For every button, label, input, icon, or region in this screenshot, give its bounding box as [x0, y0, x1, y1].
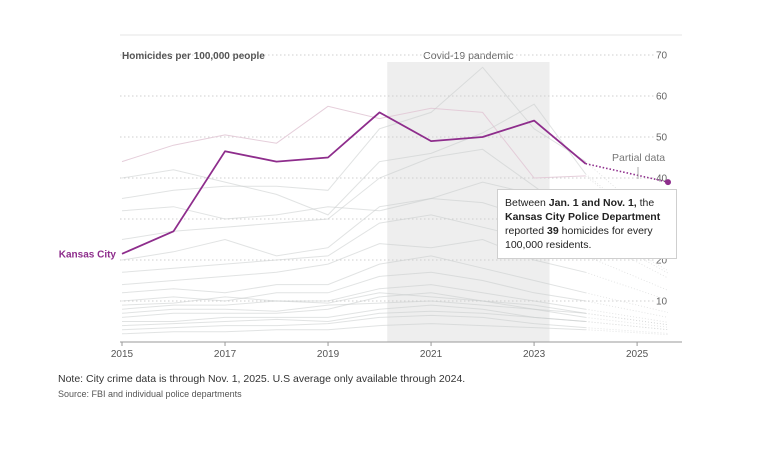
partial-data-label: Partial data	[612, 152, 665, 164]
background-city-partial	[585, 300, 669, 318]
covid-label: Covid-19 pandemic	[423, 50, 513, 62]
background-city-line	[121, 292, 586, 318]
kansas-city-end-point	[665, 179, 671, 186]
chart-labels: Homicides per 100,000 people Kansas City P…	[59, 51, 666, 260]
background-city-partial	[585, 308, 669, 323]
kansas-city-series	[121, 111, 671, 255]
y-tick-label: 70	[656, 51, 668, 62]
x-tick-label: 2015	[111, 349, 134, 360]
background-city-partial	[585, 321, 669, 331]
background-city-line	[121, 66, 586, 199]
background-city-partial	[585, 292, 669, 313]
background-city-line	[121, 284, 586, 310]
background-city-line	[121, 105, 586, 179]
y-tick-label: 40	[656, 174, 668, 185]
background-city-partial	[585, 317, 669, 328]
y-tick-label: 20	[656, 256, 668, 267]
kansas-city-partial-line	[585, 162, 669, 183]
chart-source: Source: FBI and individual police depart…	[58, 389, 242, 399]
background-city-partial	[585, 329, 669, 336]
background-city-line	[121, 323, 586, 335]
annotation-count: 39	[547, 225, 559, 237]
annotation-text-3: reported	[505, 225, 548, 237]
annotation-date-range: Jan. 1 and Nov. 1,	[548, 197, 637, 209]
y-tick-label: 10	[656, 297, 668, 308]
kansas-city-line	[121, 111, 587, 255]
kansas-city-label: Kansas City	[59, 249, 117, 260]
background-city-line	[121, 271, 586, 302]
background-city-line	[121, 148, 586, 240]
x-tick-label: 2023	[523, 349, 546, 360]
chart-note: Note: City crime data is through Nov. 1,…	[58, 373, 466, 385]
background-city-partial	[585, 271, 669, 301]
background-city-line	[121, 255, 586, 294]
background-city-line	[121, 300, 586, 314]
x-tick-label: 2021	[420, 349, 443, 360]
y-axis-title: Homicides per 100,000 people	[122, 51, 265, 62]
kansas-city-annotation: Between Jan. 1 and Nov. 1, the Kansas Ci…	[497, 189, 677, 259]
x-axis: 2015 2017 2019 2021 2023 2025	[111, 341, 682, 360]
x-tick-label: 2025	[626, 349, 649, 360]
background-city-line	[121, 181, 586, 228]
background-city-line	[122, 304, 586, 322]
annotation-text-2: the	[636, 197, 655, 209]
background-city-line	[121, 314, 586, 331]
annotation-text-4: homicides for every 100,000 residents.	[505, 225, 653, 251]
x-tick-label: 2017	[214, 349, 237, 360]
y-tick-label: 50	[656, 133, 668, 144]
background-city-partial	[585, 312, 669, 326]
annotation-text-1: Between	[505, 197, 549, 209]
background-city-line	[121, 292, 586, 314]
y-tick-label: 60	[656, 92, 668, 103]
background-city-line	[121, 310, 586, 327]
background-city-lines	[121, 66, 669, 336]
x-tick-label: 2019	[317, 349, 340, 360]
annotation-department: Kansas City Police Department	[505, 211, 661, 223]
background-city-line	[121, 103, 587, 216]
